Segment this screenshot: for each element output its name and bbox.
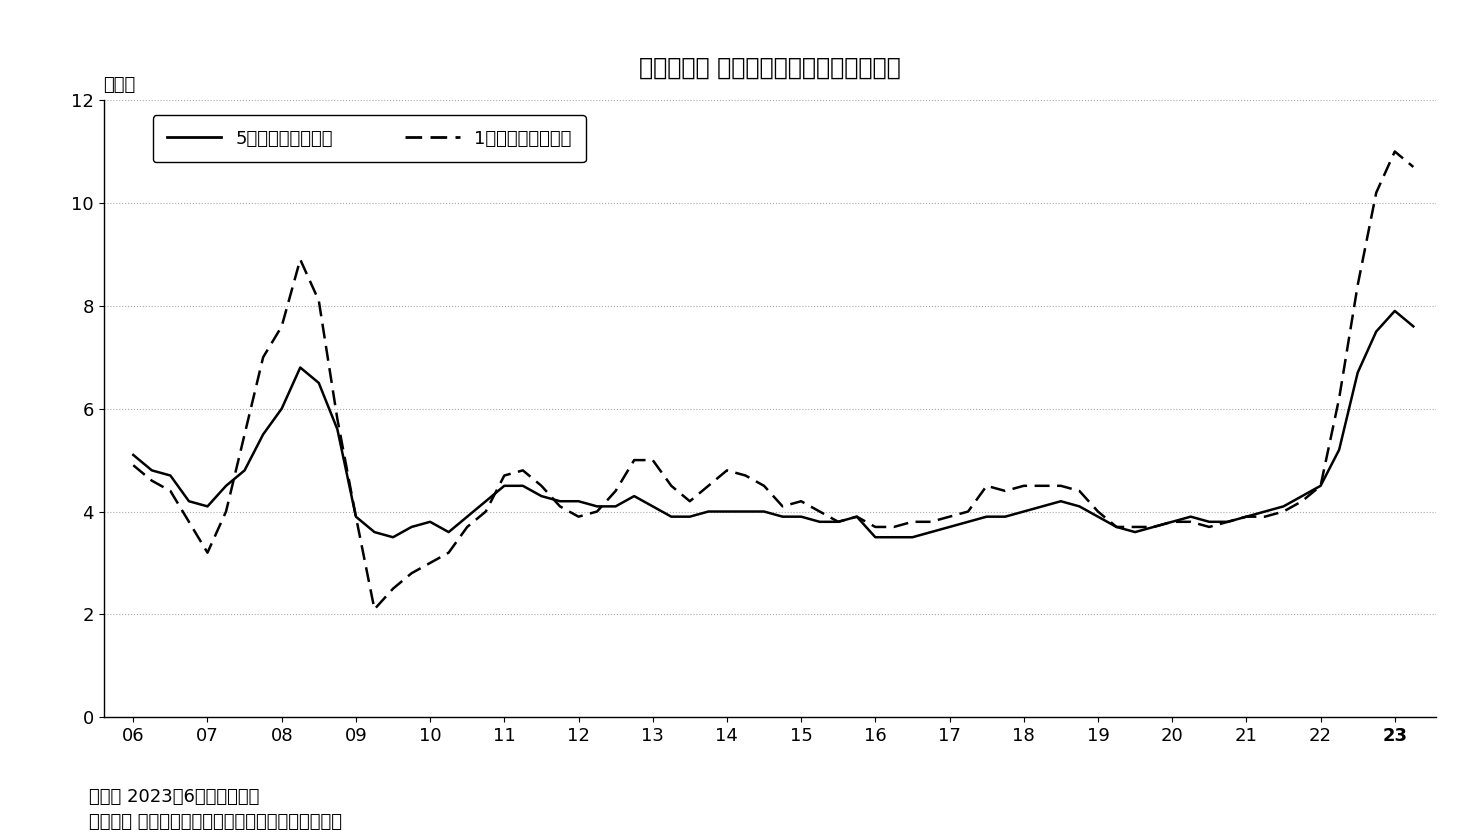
5年後の物価の予想 <box>848 512 866 522</box>
5年後の物価の予想 <box>533 491 551 501</box>
1年後の物価の予想 <box>848 512 866 522</box>
1年後の物価の予想 <box>1385 147 1403 157</box>
5年後の物価の予想 <box>124 450 142 460</box>
1年後の物価の予想 <box>292 254 309 264</box>
Legend: 5年後の物価の予想, 1年後の物価の予想: 5年後の物価の予想, 1年後の物価の予想 <box>152 115 586 162</box>
5年後の物価の予想 <box>1237 512 1255 522</box>
1年後の物価の予想 <box>533 480 551 490</box>
5年後の物価の予想 <box>1405 321 1422 331</box>
1年後の物価の予想 <box>124 460 142 470</box>
Line: 1年後の物価の予想: 1年後の物価の予想 <box>133 152 1413 609</box>
Title: ［図表２］ 家計のインフレ予想（平均）: ［図表２］ 家計のインフレ予想（平均） <box>639 56 900 80</box>
5年後の物価の予想 <box>681 512 699 522</box>
1年後の物価の予想 <box>1405 162 1422 172</box>
Text: （注） 2023年6月時点まで。: （注） 2023年6月時点まで。 <box>89 788 259 806</box>
5年後の物価の予想 <box>385 532 403 542</box>
5年後の物価の予想 <box>292 363 309 373</box>
Text: （％）: （％） <box>104 76 136 94</box>
Line: 5年後の物価の予想: 5年後の物価の予想 <box>133 311 1413 537</box>
1年後の物価の予想 <box>1237 512 1255 522</box>
1年後の物価の予想 <box>681 496 699 506</box>
Text: （資料） 日銀「生活意識に関するアンケート調査」: （資料） 日銀「生活意識に関するアンケート調査」 <box>89 813 342 831</box>
5年後の物価の予想 <box>440 527 457 537</box>
1年後の物価の予想 <box>440 548 457 558</box>
5年後の物価の予想 <box>1385 306 1403 316</box>
1年後の物価の予想 <box>366 604 383 614</box>
